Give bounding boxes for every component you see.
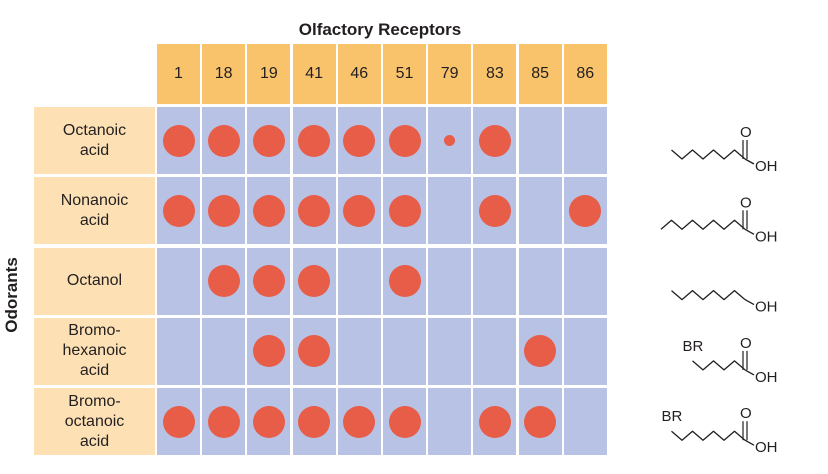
grid-cell (473, 317, 517, 385)
grid-cell (337, 317, 381, 385)
carbon-chain (692, 360, 746, 371)
grid-cell (563, 317, 607, 385)
response-dot (252, 265, 285, 298)
response-dot (388, 124, 421, 157)
response-dot (444, 134, 456, 147)
receptor-header-18: 18 (202, 44, 246, 104)
response-dot (478, 194, 511, 227)
hydroxyl-label: OH (755, 228, 778, 245)
response-dot (478, 124, 511, 157)
odorants-axis-label: Odorants (2, 257, 21, 333)
odorant-label: Nonanoic acid (34, 177, 155, 245)
odorant-label: Octanol (34, 247, 155, 315)
response-dot (207, 124, 240, 157)
receptor-header-46: 46 (337, 44, 381, 104)
hydroxyl-label: OH (755, 369, 778, 386)
grid-cell (518, 177, 562, 245)
grid-cell (428, 177, 472, 245)
receptor-header-1: 1 (157, 44, 200, 104)
receptor-header-41: 41 (292, 44, 336, 104)
grid-cell (518, 247, 562, 315)
grid-cell (383, 317, 426, 385)
grid-cell (518, 107, 562, 174)
carbon-chain (671, 149, 746, 160)
carbon-chain (660, 219, 746, 230)
grid-cell (428, 247, 472, 315)
response-dot (207, 405, 240, 438)
response-dot (388, 265, 421, 298)
response-dot (569, 194, 602, 227)
receptor-header-51: 51 (383, 44, 426, 104)
response-dot (524, 405, 557, 438)
response-dot (298, 124, 331, 157)
receptor-header-85: 85 (518, 44, 562, 104)
carbonyl-oxygen-label: O (740, 124, 752, 141)
response-dot (162, 405, 195, 438)
grid-cell (473, 247, 517, 315)
grid-cell (157, 317, 200, 385)
odorant-label: Bromo- octanoic acid (34, 388, 155, 456)
response-dot (252, 124, 285, 157)
receptor-header-79: 79 (428, 44, 472, 104)
response-dot (343, 124, 376, 157)
response-dot (298, 405, 331, 438)
response-dot (388, 405, 421, 438)
receptor-header-86: 86 (563, 44, 607, 104)
response-dot (162, 124, 195, 157)
grid-cell (202, 317, 246, 385)
grid-cell (428, 317, 472, 385)
response-dot (298, 335, 331, 368)
hydroxyl-label: OH (755, 299, 778, 316)
hydroxyl-bond (744, 228, 755, 235)
response-dot (207, 265, 240, 298)
grid-cell (563, 388, 607, 456)
response-dot (343, 405, 376, 438)
grid-cell (428, 388, 472, 456)
grid-cell (337, 247, 381, 315)
carbonyl-oxygen-label: O (740, 335, 752, 352)
odorant-label: Bromo- hexanoic acid (34, 317, 155, 385)
carbonyl-oxygen-label: O (740, 194, 752, 211)
response-dot (252, 194, 285, 227)
response-dot (162, 194, 195, 227)
response-dot (252, 405, 285, 438)
hydroxyl-bond (744, 158, 755, 165)
odorant-label: Octanoic acid (34, 107, 155, 174)
response-dot (388, 194, 421, 227)
response-dot (298, 194, 331, 227)
receptor-header-19: 19 (247, 44, 291, 104)
diagram-title: Olfactory Receptors (298, 20, 462, 39)
hydroxyl-bond (744, 369, 755, 376)
receptor-header-83: 83 (473, 44, 517, 104)
response-dot (524, 335, 557, 368)
response-dot (478, 405, 511, 438)
carbon-chain (671, 289, 746, 301)
grid-cell (563, 247, 607, 315)
bromine-label: BR (662, 408, 683, 425)
bromine-label: BR (683, 338, 704, 355)
grid-cell (157, 247, 200, 315)
grid-cell (563, 107, 607, 174)
response-dot (207, 194, 240, 227)
response-dot (252, 335, 285, 368)
carbon-chain (671, 430, 746, 441)
hydroxyl-label: OH (755, 439, 778, 456)
hydroxyl-label: OH (755, 158, 778, 175)
response-dot (343, 194, 376, 227)
hydroxyl-bond (744, 299, 755, 306)
carbonyl-oxygen-label: O (740, 405, 752, 422)
response-dot (298, 265, 331, 298)
hydroxyl-bond (744, 439, 755, 446)
